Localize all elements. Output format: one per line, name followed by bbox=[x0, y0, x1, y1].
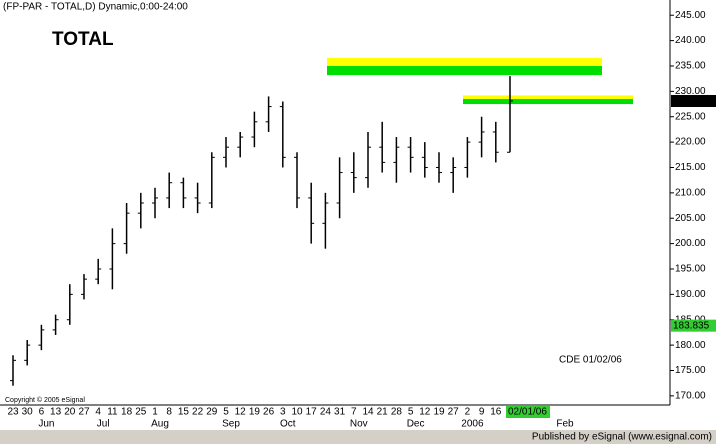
x-tick-label: 25 bbox=[135, 407, 147, 418]
zone-upper bbox=[463, 95, 633, 99]
x-tick-label: 20 bbox=[64, 407, 76, 418]
x-tick-label: 12 bbox=[235, 407, 247, 418]
x-tick-label: 29 bbox=[206, 407, 218, 418]
x-tick-label: 7 bbox=[351, 407, 357, 418]
price-marker bbox=[671, 319, 716, 332]
month-label: Aug bbox=[151, 419, 169, 430]
footer-bar bbox=[0, 430, 716, 444]
current-date-box bbox=[506, 406, 550, 418]
header: (FP-PAR - TOTAL,D) Dynamic,0:00-24:00 bbox=[3, 2, 188, 13]
y-tick-label: 190.00 bbox=[675, 289, 706, 300]
x-tick-label: 27 bbox=[78, 407, 90, 418]
y-tick-label: 210.00 bbox=[675, 187, 706, 198]
x-tick-label: 28 bbox=[391, 407, 403, 418]
x-tick-label: 5 bbox=[223, 407, 229, 418]
month-label: Jun bbox=[38, 419, 54, 430]
price-marker-label: 228.10 bbox=[673, 96, 704, 107]
x-tick-label: 24 bbox=[320, 407, 332, 418]
x-tick-label: 23 bbox=[7, 407, 19, 418]
y-tick-label: 215.00 bbox=[675, 162, 706, 173]
x-tick-label: 8 bbox=[166, 407, 172, 418]
x-tick-label: 3 bbox=[280, 407, 286, 418]
x-tick-label: 31 bbox=[334, 407, 346, 418]
x-tick-label: 10 bbox=[291, 407, 303, 418]
x-tick-label: 16 bbox=[490, 407, 502, 418]
x-tick-label: 19 bbox=[249, 407, 261, 418]
price-marker bbox=[671, 94, 716, 107]
month-label: 2006 bbox=[461, 419, 484, 430]
y-tick-label: 230.00 bbox=[675, 86, 706, 97]
chart-title: TOTAL bbox=[52, 29, 114, 50]
copyright: Copyright © 2005 eSignal bbox=[5, 396, 85, 404]
month-label: Sep bbox=[222, 419, 240, 430]
y-tick-label: 220.00 bbox=[675, 137, 706, 148]
annotation: CDE 01/02/06 bbox=[559, 355, 622, 366]
x-tick-label: 12 bbox=[419, 407, 431, 418]
zone-lower bbox=[463, 98, 633, 105]
y-tick-label: 225.00 bbox=[675, 111, 706, 122]
y-tick-label: 235.00 bbox=[675, 61, 706, 72]
y-tick-label: 175.00 bbox=[675, 365, 706, 376]
x-tick-label: 15 bbox=[178, 407, 190, 418]
x-tick-label: 21 bbox=[377, 407, 389, 418]
month-label: Oct bbox=[280, 419, 296, 430]
x-tick-label: 18 bbox=[121, 407, 133, 418]
x-tick-label: 2 bbox=[465, 407, 471, 418]
y-tick-label: 205.00 bbox=[675, 213, 706, 224]
y-tick-label: 180.00 bbox=[675, 340, 706, 351]
month-label: Feb bbox=[556, 419, 574, 430]
x-tick-label: 22 bbox=[192, 407, 204, 418]
x-tick-label: 11 bbox=[107, 407, 118, 418]
zone-upper bbox=[327, 57, 602, 66]
x-tick-label: 5 bbox=[408, 407, 414, 418]
x-tick-label: 6 bbox=[39, 407, 45, 418]
x-tick-label: 27 bbox=[448, 407, 460, 418]
x-tick-label: 9 bbox=[479, 407, 485, 418]
y-tick-label: 200.00 bbox=[675, 238, 706, 249]
x-tick-label: 17 bbox=[306, 407, 318, 418]
month-label: Jul bbox=[97, 419, 110, 430]
y-tick-label: 170.00 bbox=[675, 391, 706, 402]
y-tick-label: 245.00 bbox=[675, 10, 706, 21]
x-tick-label: 14 bbox=[362, 407, 374, 418]
x-tick-label: 13 bbox=[50, 407, 62, 418]
price-marker-label: 183.835 bbox=[673, 320, 710, 331]
zone-lower bbox=[327, 65, 602, 76]
x-tick-label: 02/01/06 bbox=[508, 407, 547, 418]
x-tick-label: 4 bbox=[95, 407, 101, 418]
month-label: Dec bbox=[407, 419, 425, 430]
y-tick-label: 240.00 bbox=[675, 35, 706, 46]
footer: Published by eSignal (www.esignal.com) bbox=[532, 432, 712, 443]
month-label: Nov bbox=[350, 419, 368, 430]
x-tick-label: 19 bbox=[433, 407, 445, 418]
x-tick-label: 1 bbox=[152, 407, 158, 418]
x-tick-label: 26 bbox=[263, 407, 275, 418]
x-tick-label: 30 bbox=[22, 407, 34, 418]
y-tick-label: 195.00 bbox=[675, 264, 706, 275]
